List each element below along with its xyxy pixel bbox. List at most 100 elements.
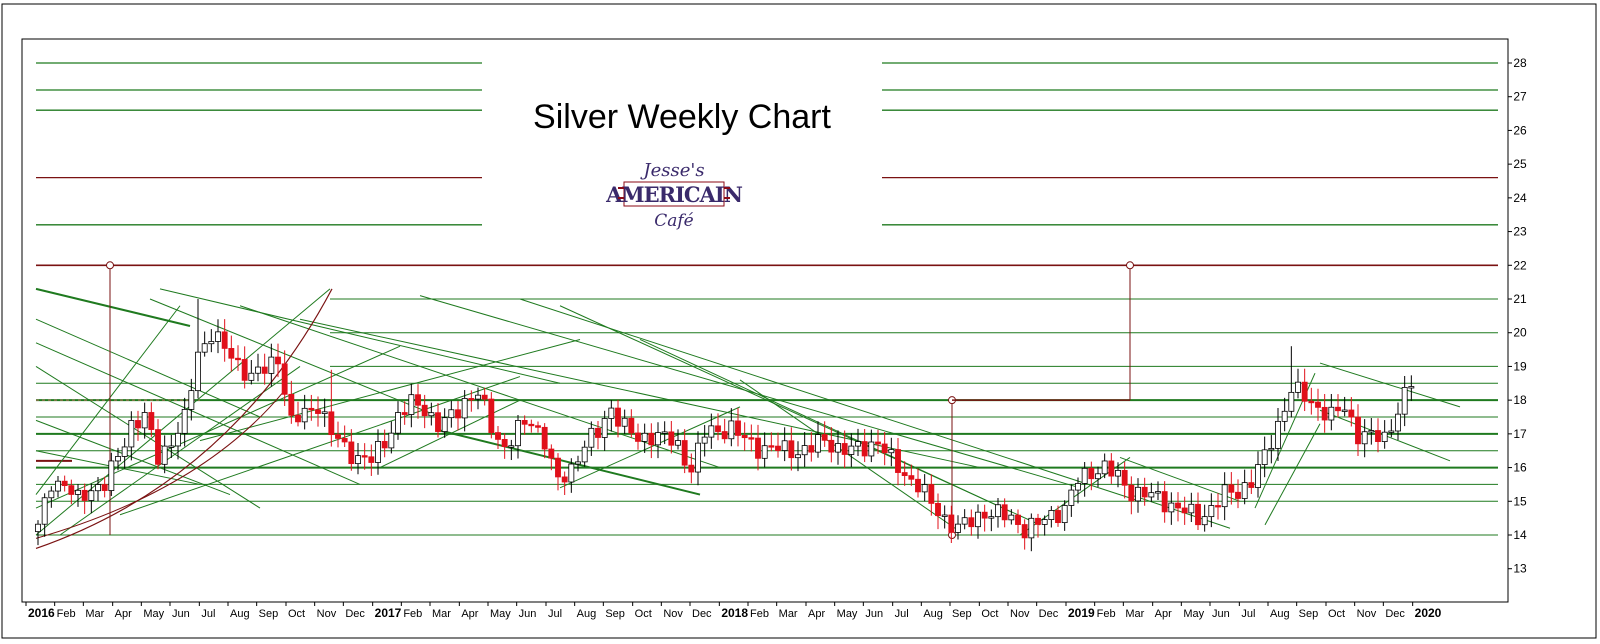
candle-body-69 bbox=[495, 432, 501, 440]
candle-61 bbox=[441, 408, 448, 438]
candle-86 bbox=[608, 400, 615, 432]
candle-69 bbox=[495, 425, 501, 449]
trend-line-7 bbox=[159, 288, 561, 384]
candle-body-160 bbox=[1101, 460, 1108, 475]
candle-164 bbox=[1128, 476, 1135, 515]
candle-body-65 bbox=[468, 398, 475, 401]
candle-97 bbox=[681, 429, 688, 474]
candle-113 bbox=[788, 427, 795, 471]
candlesticks bbox=[35, 299, 1415, 552]
candle-body-204 bbox=[1395, 413, 1401, 432]
candle-87 bbox=[615, 399, 621, 438]
candle-152 bbox=[1048, 506, 1055, 528]
candle-170 bbox=[1168, 492, 1175, 525]
x-tick-label: Oct bbox=[635, 608, 652, 620]
y-tick-label: 22 bbox=[1513, 258, 1527, 272]
candle-body-13 bbox=[121, 446, 128, 457]
candle-body-153 bbox=[1055, 510, 1061, 524]
candle-body-201 bbox=[1375, 430, 1381, 443]
candle-11 bbox=[108, 452, 115, 496]
x-tick-label: Mar bbox=[85, 608, 104, 620]
candle-body-5 bbox=[68, 485, 75, 495]
candle-body-154 bbox=[1061, 505, 1068, 524]
candle-body-171 bbox=[1175, 502, 1181, 509]
candle-99 bbox=[695, 431, 701, 486]
candle-body-191 bbox=[1308, 400, 1315, 404]
candle-body-8 bbox=[88, 490, 95, 501]
candle-body-188 bbox=[1288, 391, 1295, 412]
x-tick-label: Aug bbox=[1270, 608, 1290, 620]
candle-body-58 bbox=[421, 404, 428, 417]
candle-101 bbox=[708, 413, 715, 449]
candle-body-43 bbox=[321, 411, 328, 414]
candle-205 bbox=[1401, 376, 1408, 427]
candle-body-103 bbox=[721, 431, 728, 440]
candle-body-44 bbox=[328, 411, 335, 436]
candle-body-125 bbox=[868, 441, 875, 457]
candle-body-203 bbox=[1388, 430, 1395, 433]
candle-body-66 bbox=[475, 394, 481, 400]
x-tick-label: Jul bbox=[201, 608, 215, 620]
candle-body-192 bbox=[1315, 401, 1321, 408]
candle-55 bbox=[401, 401, 408, 425]
candle-body-176 bbox=[1208, 505, 1215, 518]
candle-body-56 bbox=[408, 394, 415, 415]
candle-body-109 bbox=[761, 445, 768, 459]
candle-58 bbox=[421, 394, 428, 429]
candle-body-144 bbox=[995, 504, 1001, 518]
candle-body-168 bbox=[1155, 491, 1161, 494]
candle-130 bbox=[901, 461, 908, 486]
candle-25 bbox=[201, 331, 208, 357]
x-tick-label: Sep bbox=[1299, 608, 1319, 620]
candle-body-206 bbox=[1408, 386, 1415, 389]
candle-body-67 bbox=[481, 394, 488, 400]
candle-body-141 bbox=[975, 511, 981, 528]
candle-body-16 bbox=[141, 412, 148, 429]
candle-body-189 bbox=[1295, 381, 1301, 393]
candle-body-7 bbox=[81, 489, 88, 501]
candle-body-129 bbox=[895, 449, 901, 473]
x-tick-label: Aug bbox=[923, 608, 943, 620]
candle-82 bbox=[581, 440, 588, 467]
candle-120 bbox=[835, 430, 841, 465]
candle-62 bbox=[448, 400, 455, 428]
x-tick-label: May bbox=[1183, 608, 1204, 620]
candle-body-150 bbox=[1035, 517, 1041, 525]
candle-body-186 bbox=[1275, 420, 1281, 449]
candle-56 bbox=[408, 383, 415, 428]
trend-line-24 bbox=[119, 376, 521, 516]
candle-body-159 bbox=[1095, 473, 1101, 480]
candle-body-14 bbox=[128, 420, 135, 448]
candle-body-135 bbox=[935, 503, 941, 517]
x-tick-label: Mar bbox=[432, 608, 451, 620]
candle-body-51 bbox=[375, 441, 381, 463]
candle-53 bbox=[388, 421, 395, 454]
candle-body-47 bbox=[348, 441, 355, 465]
candle-90 bbox=[635, 423, 641, 450]
candle-body-98 bbox=[688, 464, 695, 473]
x-tick-label: Feb bbox=[57, 608, 76, 620]
candle-94 bbox=[661, 421, 668, 445]
candle-body-77 bbox=[548, 448, 555, 459]
candle-33 bbox=[255, 353, 261, 382]
candle-85 bbox=[601, 410, 608, 451]
x-tick-label: Nov bbox=[663, 608, 683, 620]
candle-141 bbox=[975, 504, 981, 539]
candle-44 bbox=[328, 369, 335, 447]
candle-75 bbox=[535, 421, 541, 433]
candle-body-97 bbox=[681, 440, 688, 466]
candle-95 bbox=[668, 420, 675, 454]
candle-132 bbox=[915, 468, 921, 498]
candle-173 bbox=[1188, 492, 1195, 523]
candle-3 bbox=[55, 475, 61, 498]
candle-47 bbox=[348, 429, 355, 471]
candle-163 bbox=[1121, 461, 1128, 499]
candle-98 bbox=[688, 453, 695, 484]
candle-body-200 bbox=[1368, 430, 1375, 433]
candle-182 bbox=[1248, 469, 1255, 494]
candle-15 bbox=[135, 410, 141, 441]
candle-body-114 bbox=[795, 454, 801, 459]
candle-body-148 bbox=[1021, 524, 1028, 539]
x-tick-label: Oct bbox=[1328, 608, 1345, 620]
y-tick-label: 24 bbox=[1513, 191, 1527, 205]
